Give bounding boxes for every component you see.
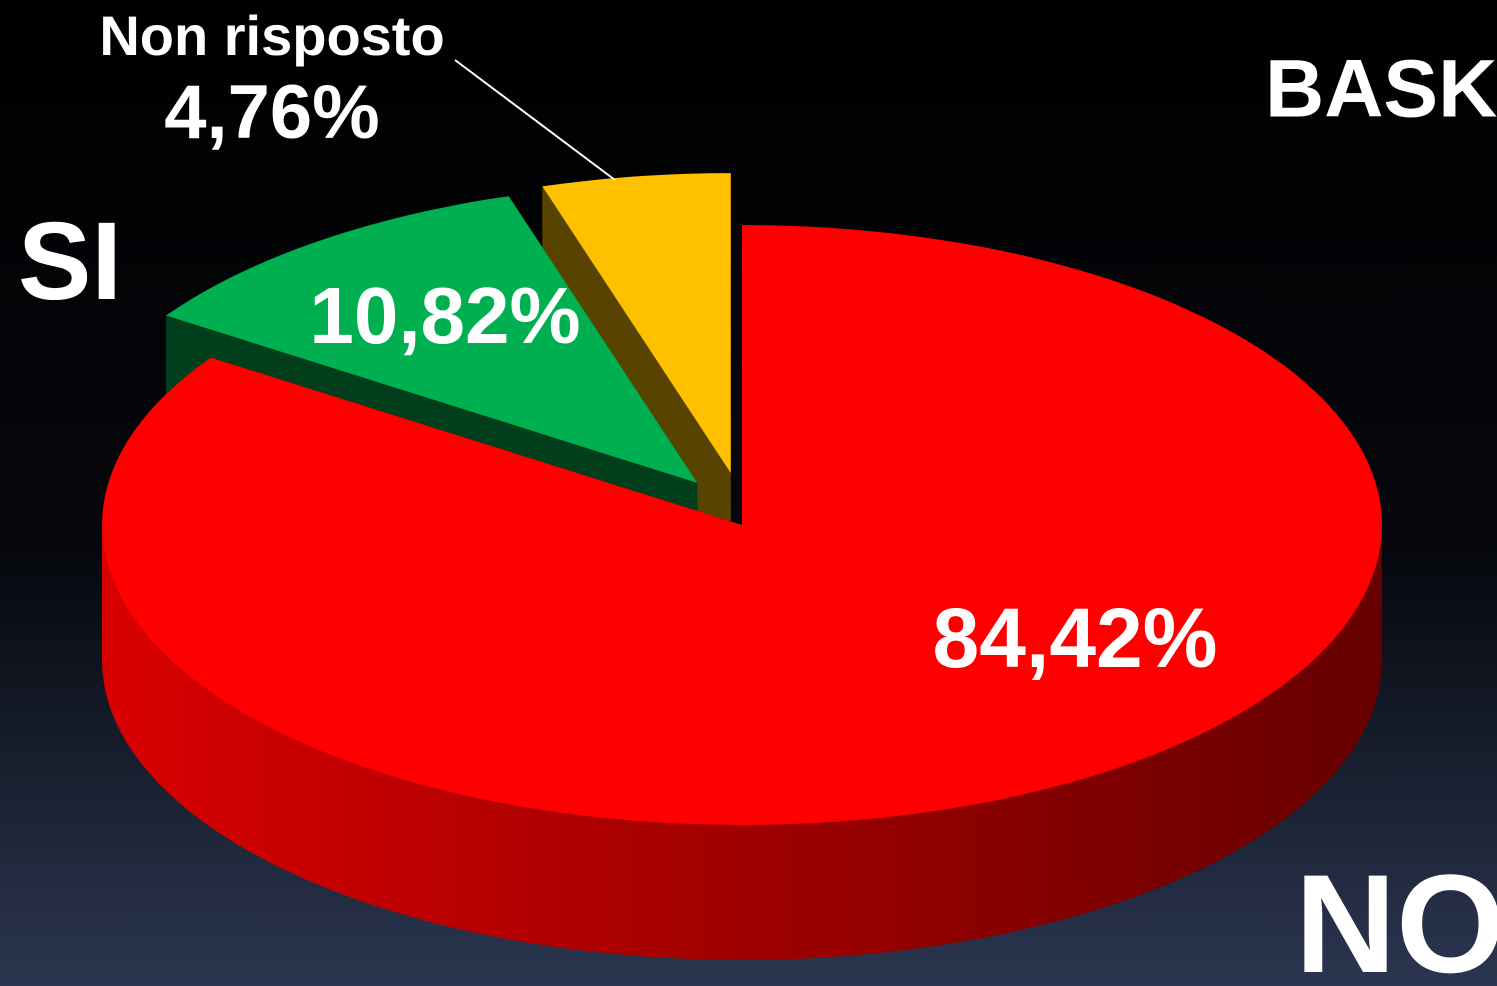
slice	[542, 173, 731, 474]
slice	[166, 196, 698, 483]
chart-title: BASK	[1265, 44, 1497, 135]
leader-line	[454, 59, 616, 181]
value-label: 10,82%	[309, 271, 580, 360]
category-label: Non risposto	[99, 4, 444, 67]
category-label: SI	[18, 200, 122, 323]
slice	[102, 225, 1382, 825]
pie	[102, 173, 1382, 960]
value-label: 84,42%	[933, 591, 1218, 685]
slice	[102, 225, 1382, 960]
value-label: 4,76%	[164, 70, 380, 155]
category-label: NO	[1295, 845, 1497, 986]
slice-side	[102, 525, 1382, 960]
